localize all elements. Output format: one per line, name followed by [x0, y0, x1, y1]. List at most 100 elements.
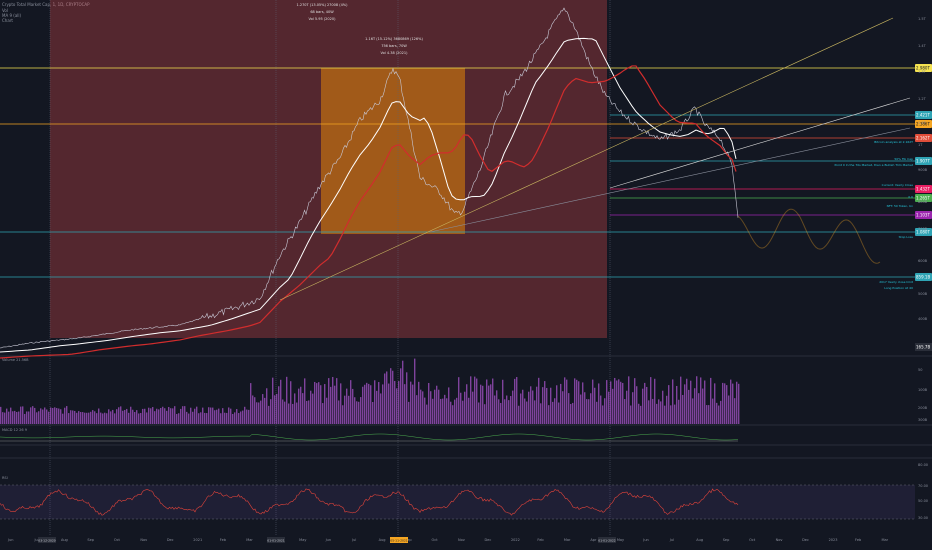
volume-bar	[596, 401, 598, 424]
volume-bar	[634, 378, 636, 424]
date-tag: 01-01-2021	[267, 539, 285, 543]
time-axis-label: Sep	[723, 538, 730, 542]
top-annotation: 68 bars, 40W	[310, 10, 334, 14]
price-tag-bg	[915, 185, 932, 193]
volume-bar	[214, 410, 216, 424]
volume-bar	[40, 408, 42, 424]
volume-bar	[64, 407, 66, 424]
volume-bar	[392, 370, 394, 424]
volume-label: Volume 21.56B	[2, 358, 29, 362]
volume-bar	[376, 390, 378, 424]
volume-bar	[436, 385, 438, 424]
time-axis-label: Nov	[140, 538, 147, 542]
line-label: Stop Loss	[899, 235, 914, 239]
volume-bar	[524, 398, 526, 424]
volume-bar	[590, 393, 592, 424]
volume-bar	[118, 407, 120, 424]
volume-bar	[170, 408, 172, 424]
volume-bar	[22, 406, 24, 424]
price-axis-label: 800B	[918, 200, 928, 204]
volume-bar	[646, 386, 648, 424]
price-tag-label: 2.386T	[916, 122, 930, 127]
volume-bar	[472, 391, 474, 424]
volume-bar	[664, 405, 666, 424]
volume-bar	[340, 383, 342, 424]
volume-bar	[116, 409, 118, 424]
volume-bar	[370, 385, 372, 424]
volume-bar	[462, 400, 464, 424]
volume-bar	[152, 407, 154, 424]
volume-bar	[108, 409, 110, 424]
time-axis-label: Oct	[114, 538, 121, 542]
volume-bar	[588, 399, 590, 424]
volume-bar	[274, 395, 276, 424]
volume-bar	[200, 412, 202, 424]
line-label: NFT: 50 Token, bn	[887, 204, 914, 208]
time-axis-label: Sep	[405, 538, 412, 542]
volume-bar	[484, 404, 486, 424]
volume-bar	[106, 413, 108, 424]
time-axis-label: Dec	[484, 538, 491, 542]
volume-bar	[502, 379, 504, 424]
volume-bar	[638, 403, 640, 424]
volume-bar	[572, 402, 574, 424]
volume-bar	[482, 385, 484, 424]
volume-bar	[42, 409, 44, 424]
volume-bar	[290, 381, 292, 424]
time-axis-label: Nov	[458, 538, 465, 542]
volume-bar	[416, 395, 418, 424]
volume-bar	[678, 399, 680, 424]
volume-bar	[666, 395, 668, 424]
volume-bar	[402, 360, 404, 424]
volume-bar	[450, 401, 452, 424]
volume-bar	[30, 407, 32, 424]
volume-bar	[14, 410, 16, 424]
price-axis-label: 1.4T	[918, 44, 927, 48]
volume-bar	[570, 403, 572, 424]
volume-bar	[212, 407, 214, 424]
volume-bar	[538, 377, 540, 424]
volume-bar	[250, 383, 252, 424]
volume-bar	[540, 403, 542, 424]
volume-bar	[156, 408, 158, 424]
volume-bar	[516, 377, 518, 424]
price-tag-label: 1.265T	[916, 196, 930, 201]
volume-bar	[612, 388, 614, 424]
volume-bar	[110, 411, 112, 424]
price-axis-label: 700B	[918, 227, 928, 231]
date-tag-bg	[38, 537, 56, 543]
volume-bar	[466, 384, 468, 424]
volume-bar	[438, 389, 440, 424]
volume-bar	[614, 377, 616, 424]
volume-bar	[172, 408, 174, 424]
volume-bar	[668, 385, 670, 424]
volume-bar	[2, 412, 4, 424]
volume-bar	[314, 381, 316, 424]
volume-bar	[90, 411, 92, 424]
volume-bar	[190, 407, 192, 424]
volume-bar	[544, 381, 546, 424]
time-axis-label: 2022	[511, 538, 520, 542]
chart-title: Crypto Total Market Cap, 1, 1D, CRYPTOCA…	[2, 2, 90, 7]
volume-bar	[558, 402, 560, 424]
volume-bar	[428, 382, 430, 424]
volume-bar	[128, 412, 130, 424]
volume-bar	[556, 385, 558, 424]
volume-bar	[464, 391, 466, 424]
volume-bar	[58, 408, 60, 424]
volume-bar	[400, 368, 402, 424]
volume-bar	[310, 390, 312, 424]
volume-bar	[348, 395, 350, 424]
volume-bar	[210, 407, 212, 424]
volume-bar	[162, 406, 164, 424]
time-axis-label: Jul	[33, 538, 38, 542]
time-axis-label: May	[299, 538, 306, 542]
line-label: 2017 Yearly close limit	[879, 280, 914, 284]
volume-bar	[632, 392, 634, 424]
volume-bar	[146, 412, 148, 424]
volume-bar	[0, 406, 2, 424]
volume-bar	[18, 411, 20, 424]
volume-bar	[522, 389, 524, 424]
volume-bar	[302, 393, 304, 424]
